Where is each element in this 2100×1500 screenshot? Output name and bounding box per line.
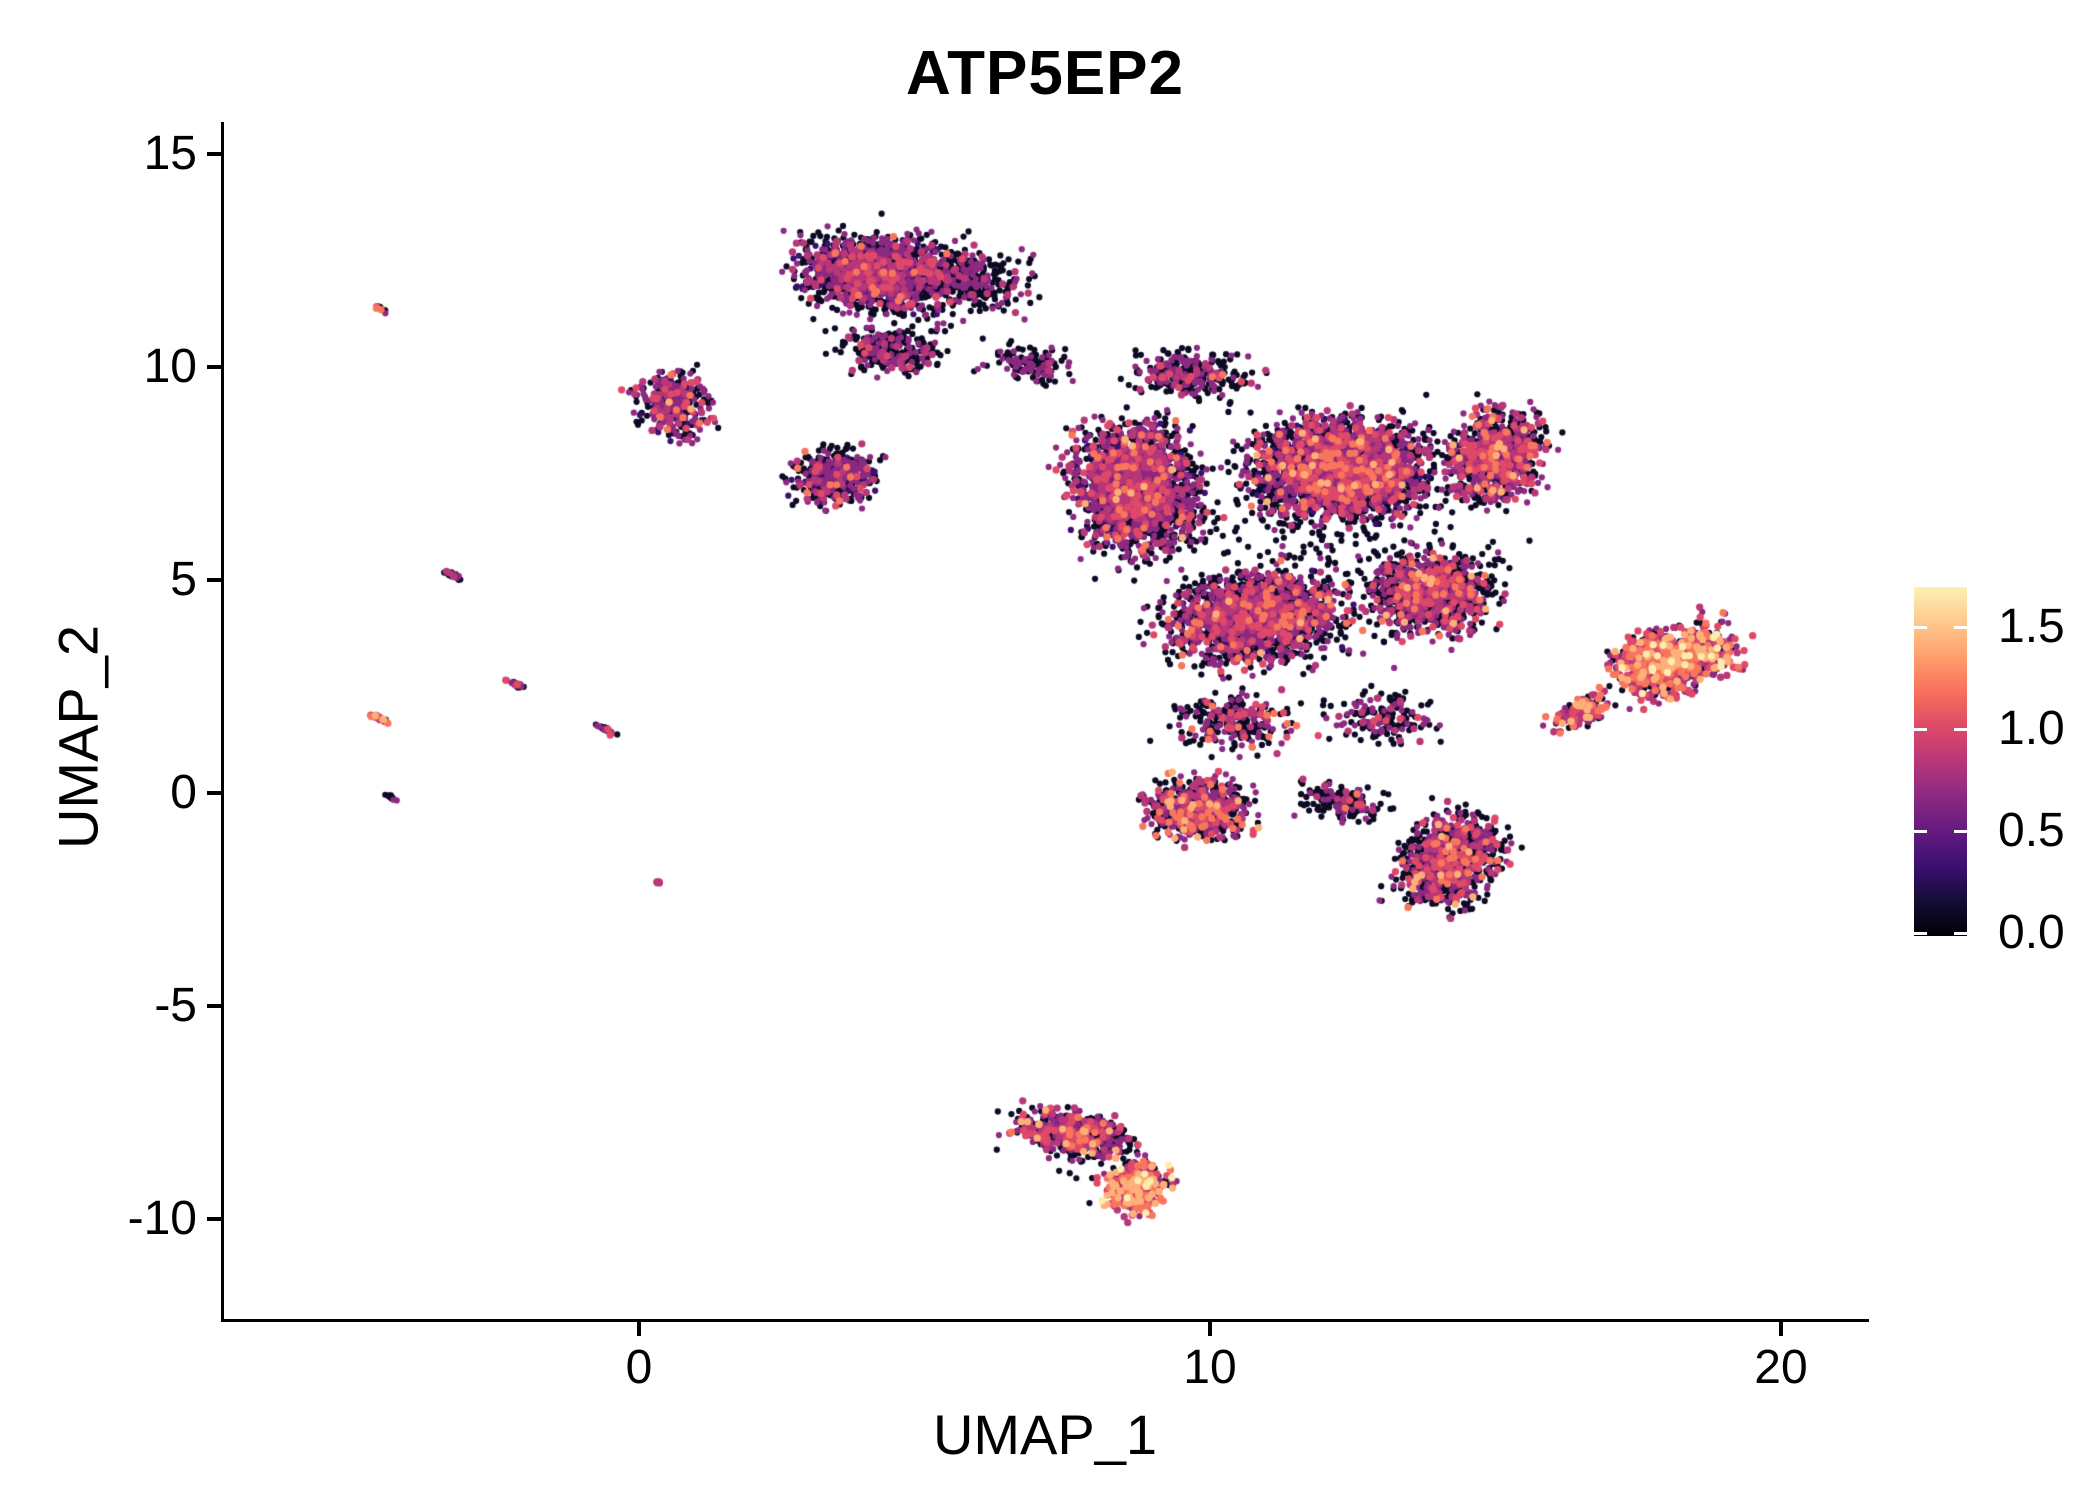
x-tick-label: 20 <box>1754 1341 1808 1394</box>
y-tick-label: -5 <box>154 979 197 1032</box>
scatter-canvas <box>224 122 1866 1319</box>
colorbar-label: 1.0 <box>1998 702 2065 755</box>
y-tick-label: 10 <box>143 340 197 393</box>
colorbar-label: 0.0 <box>1998 906 2065 959</box>
y-tick-label: -10 <box>127 1192 197 1245</box>
colorbar-tick <box>1914 830 1927 833</box>
colorbar-tick <box>1914 728 1927 731</box>
x-tick-mark <box>1208 1322 1212 1336</box>
y-axis-line <box>221 122 224 1322</box>
colorbar-tick <box>1954 932 1967 935</box>
colorbar-tick <box>1914 932 1927 935</box>
x-axis-line <box>221 1319 1869 1322</box>
y-tick-mark <box>207 791 221 795</box>
y-tick-mark <box>207 365 221 369</box>
y-tick-mark <box>207 1004 221 1008</box>
colorbar-label: 0.5 <box>1998 804 2065 857</box>
x-tick-label: 10 <box>1183 1341 1237 1394</box>
x-tick-label: 0 <box>625 1341 653 1394</box>
colorbar <box>1914 587 1967 936</box>
colorbar-tick <box>1954 830 1967 833</box>
colorbar-label: 1.5 <box>1998 600 2065 653</box>
y-tick-label: 15 <box>143 127 197 180</box>
y-tick-mark <box>207 578 221 582</box>
y-tick-label: 0 <box>170 766 197 819</box>
y-tick-mark <box>207 1217 221 1221</box>
y-tick-mark <box>207 152 221 156</box>
x-tick-mark <box>637 1322 641 1336</box>
colorbar-tick <box>1914 626 1927 629</box>
colorbar-gradient <box>1914 587 1967 936</box>
x-axis-title: UMAP_1 <box>932 1403 1158 1466</box>
x-tick-mark <box>1779 1322 1783 1336</box>
plot-title: ATP5EP2 <box>905 39 1185 108</box>
colorbar-tick <box>1954 728 1967 731</box>
colorbar-tick <box>1954 626 1967 629</box>
y-tick-label: 5 <box>170 553 197 606</box>
